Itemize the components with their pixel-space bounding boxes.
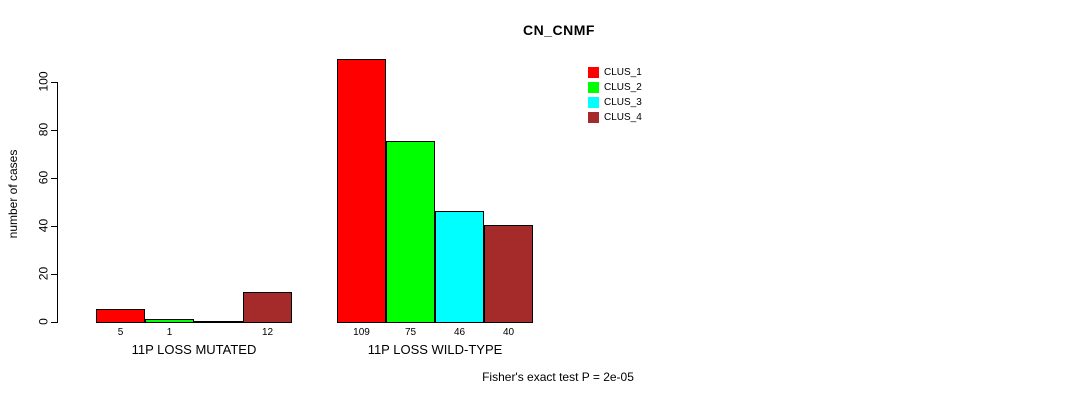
legend-swatch-clus_1 <box>588 67 599 78</box>
legend-swatch-clus_2 <box>588 82 599 93</box>
bar-clus_2-group2 <box>386 141 435 323</box>
y-tick-mark <box>51 274 57 275</box>
y-axis-label: number of cases <box>6 149 20 239</box>
legend-label: CLUS_1 <box>604 67 642 78</box>
y-tick-mark <box>51 178 57 179</box>
bar-value-label: 5 <box>117 327 124 338</box>
y-tick-label: 100 <box>36 71 51 92</box>
bar-value-label: 12 <box>261 327 274 338</box>
y-tick-mark <box>51 322 57 323</box>
y-tick-label: 20 <box>36 266 51 281</box>
category-label: 11P LOSS MUTATED <box>131 342 257 357</box>
y-tick-mark <box>51 226 57 227</box>
bar-value-label: 109 <box>353 327 370 338</box>
y-tick-label: 80 <box>36 122 51 137</box>
bar-clus_1-group1 <box>96 309 145 323</box>
bar-value-label: 75 <box>404 327 417 338</box>
bar-value-label: 40 <box>502 327 515 338</box>
y-tick-mark <box>51 130 57 131</box>
category-label: 11P LOSS WILD-TYPE <box>367 342 503 357</box>
bar-clus_3-group2 <box>435 211 484 323</box>
legend-label: CLUS_4 <box>604 112 642 123</box>
bar-clus_4-group2 <box>484 225 533 323</box>
legend-label: CLUS_3 <box>604 97 642 108</box>
y-tick-label: 0 <box>36 318 51 325</box>
legend-label: CLUS_2 <box>604 82 642 93</box>
chart-title: CN_CNMF <box>523 22 595 38</box>
bar-clus_1-group2 <box>337 59 386 323</box>
bar-value-label: 1 <box>166 327 173 338</box>
y-tick-label: 60 <box>36 170 51 185</box>
y-tick-label: 40 <box>36 218 51 233</box>
bar-clus_3-group1 <box>194 321 243 323</box>
bar-clus_2-group1 <box>145 319 194 323</box>
legend-swatch-clus_3 <box>588 97 599 108</box>
y-axis-line <box>57 82 58 323</box>
bar-clus_4-group1 <box>243 292 292 323</box>
fisher-test-annotation: Fisher's exact test P = 2e-05 <box>482 370 634 384</box>
legend-swatch-clus_4 <box>588 112 599 123</box>
bar-value-label: 46 <box>453 327 466 338</box>
y-tick-mark <box>51 82 57 83</box>
